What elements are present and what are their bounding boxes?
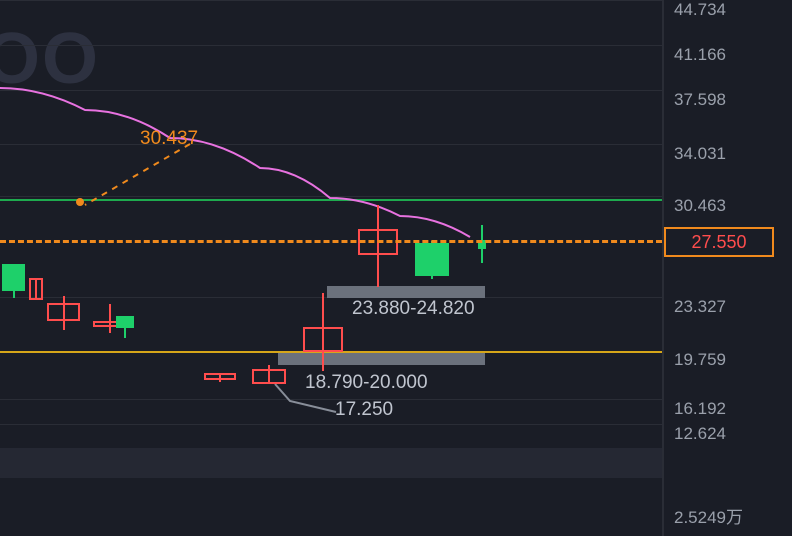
callout-label: 30.437 [140, 128, 198, 150]
price-zone-bar [327, 286, 485, 298]
y-axis-tick: 12.624 [674, 424, 726, 444]
current-price-line [0, 240, 662, 243]
candle-body [415, 243, 449, 276]
y-axis: 44.734 41.166 37.598 34.031 30.463 27.550 23.3… [662, 0, 792, 536]
grid-line [0, 90, 662, 91]
y-axis-tick: 30.463 [674, 196, 726, 216]
candle-wick [109, 304, 111, 333]
y-axis-tick: 19.759 [674, 350, 726, 370]
range-label: 23.880-24.820 [352, 298, 475, 320]
current-price-value: 27.550 [691, 232, 746, 253]
volume-axis-label: 2.5249万 [674, 503, 743, 528]
separator-band [0, 448, 662, 478]
grid-line [0, 399, 662, 400]
support-line-green [0, 199, 662, 201]
candlestick-chart[interactable]: OO 30.437 23.880-24.820 18.790-20.000 17.2… [0, 0, 792, 536]
y-axis-tick: 34.031 [674, 144, 726, 164]
grid-line [0, 0, 662, 1]
candle-body [303, 327, 343, 352]
range-label: 17.250 [335, 399, 393, 421]
watermark-text: OO [0, 18, 100, 100]
candle-body [29, 278, 43, 300]
y-axis-tick: 41.166 [674, 45, 726, 65]
candle-body [2, 264, 25, 291]
y-axis-tick: 16.192 [674, 399, 726, 419]
range-label: 18.790-20.000 [305, 372, 428, 394]
grid-line [0, 45, 662, 46]
candle-body [252, 369, 286, 384]
y-axis-tick: 23.327 [674, 297, 726, 317]
current-price-box: 27.550 [664, 227, 774, 257]
grid-line [0, 424, 662, 425]
candle-body [204, 373, 236, 380]
moving-average-line [0, 88, 470, 237]
callout-dot [76, 198, 84, 206]
candle-body [116, 316, 134, 328]
y-axis-tick: 44.734 [674, 0, 726, 20]
plot-area[interactable]: OO 30.437 23.880-24.820 18.790-20.000 17.2… [0, 0, 662, 536]
grid-line [0, 196, 662, 197]
candle-body [47, 303, 80, 321]
price-zone-bar [278, 353, 485, 365]
grid-line [0, 144, 662, 145]
y-axis-tick: 37.598 [674, 90, 726, 110]
